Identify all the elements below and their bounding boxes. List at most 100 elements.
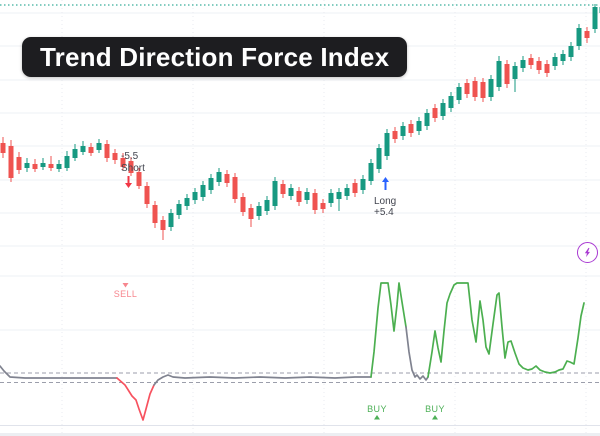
candle-up bbox=[344, 184, 350, 200]
candle-up bbox=[416, 117, 422, 135]
long-value-label: +5.4 bbox=[374, 207, 394, 218]
candle-down bbox=[480, 78, 486, 102]
candle-down bbox=[128, 157, 134, 176]
buy-triangle-icon bbox=[432, 415, 438, 420]
candle-up bbox=[192, 188, 198, 204]
candle-up bbox=[400, 122, 406, 140]
candle-up bbox=[272, 177, 278, 210]
candle-up bbox=[552, 53, 558, 70]
indicator-line bbox=[0, 282, 585, 421]
candle-down bbox=[432, 104, 438, 122]
candle-down bbox=[144, 182, 150, 208]
candle-up bbox=[96, 139, 102, 153]
candle-down bbox=[240, 193, 246, 216]
title-banner: Trend Direction Force Index bbox=[22, 37, 408, 77]
candle-up bbox=[456, 83, 462, 104]
candle-down bbox=[584, 27, 590, 43]
candle-down bbox=[464, 79, 470, 98]
short-arrow-down-icon bbox=[125, 183, 132, 188]
candle-down bbox=[528, 54, 534, 69]
candle-up bbox=[80, 141, 86, 155]
long-signal-annotation: Long+5.4 bbox=[374, 177, 396, 218]
candle-up bbox=[208, 174, 214, 194]
candle-down bbox=[392, 127, 398, 143]
buy-label: BUY bbox=[367, 404, 387, 414]
candle-up bbox=[40, 158, 46, 170]
sell-marker: SELL bbox=[114, 283, 138, 299]
candle-up bbox=[216, 168, 222, 186]
candle-down bbox=[0, 137, 6, 158]
candle-down bbox=[160, 216, 166, 240]
candle-down bbox=[88, 143, 94, 156]
candle-up bbox=[72, 144, 78, 161]
indicator-segment-neutral bbox=[0, 365, 118, 379]
candle-up bbox=[368, 159, 374, 185]
candle-up bbox=[328, 189, 334, 207]
candle-down bbox=[104, 140, 110, 162]
candle-down bbox=[280, 180, 286, 198]
candle-up bbox=[592, 4, 598, 33]
candle-up bbox=[360, 175, 366, 194]
candle-down bbox=[544, 60, 550, 77]
time-axis-strip bbox=[0, 433, 600, 436]
sell-triangle-icon bbox=[122, 283, 129, 288]
candle-up bbox=[376, 144, 382, 173]
candle-up bbox=[200, 181, 206, 201]
lightning-icon bbox=[581, 246, 594, 259]
indicator-segment-neutral bbox=[153, 374, 372, 386]
buy-label: BUY bbox=[425, 404, 445, 414]
buy-triangle-icon bbox=[374, 415, 380, 420]
buy-marker: BUY bbox=[367, 404, 387, 420]
buy-marker: BUY bbox=[425, 404, 445, 420]
candle-down bbox=[232, 173, 238, 203]
candle-down bbox=[120, 153, 126, 170]
candle-up bbox=[448, 92, 454, 112]
candle-down bbox=[536, 57, 542, 74]
indicator-segment-negative bbox=[116, 377, 155, 421]
candle-up bbox=[520, 56, 526, 72]
candle-up bbox=[56, 160, 62, 172]
candle-up bbox=[184, 194, 190, 210]
candle-up bbox=[24, 158, 30, 172]
candle-up bbox=[384, 129, 390, 160]
candle-up bbox=[424, 109, 430, 130]
indicator-segment-neutral bbox=[405, 326, 429, 381]
short-label: Short bbox=[121, 163, 145, 174]
candle-down bbox=[112, 149, 118, 164]
long-arrow-up-icon bbox=[382, 177, 389, 182]
candle-up bbox=[496, 56, 502, 91]
candle-down bbox=[32, 159, 38, 172]
candle-down bbox=[8, 140, 14, 182]
candle-up bbox=[488, 75, 494, 101]
candle-down bbox=[224, 170, 230, 187]
candle-up bbox=[336, 188, 342, 211]
candle-down bbox=[296, 187, 302, 206]
candle-up bbox=[304, 188, 310, 204]
candle-down bbox=[48, 156, 54, 171]
candle-down bbox=[152, 201, 158, 228]
candle-up bbox=[256, 202, 262, 220]
candle-down bbox=[408, 120, 414, 137]
indicator-segment-positive bbox=[370, 282, 407, 378]
candle-up bbox=[568, 42, 574, 61]
candle-up bbox=[176, 200, 182, 219]
boost-button[interactable] bbox=[577, 242, 598, 263]
candle-down bbox=[320, 199, 326, 213]
candle-down bbox=[16, 152, 22, 174]
candlestick-series bbox=[0, 4, 600, 240]
candle-up bbox=[560, 50, 566, 65]
candle-down bbox=[472, 77, 478, 101]
candle-up bbox=[440, 99, 446, 120]
candle-up bbox=[264, 196, 270, 215]
sell-label: SELL bbox=[114, 289, 138, 299]
candle-up bbox=[168, 209, 174, 231]
short-value-label: -5.5 bbox=[121, 151, 139, 162]
candle-up bbox=[512, 62, 518, 92]
candle-down bbox=[504, 60, 510, 88]
candle-down bbox=[352, 179, 358, 197]
candle-up bbox=[288, 184, 294, 200]
candle-down bbox=[248, 204, 254, 227]
candle-up bbox=[576, 24, 582, 50]
